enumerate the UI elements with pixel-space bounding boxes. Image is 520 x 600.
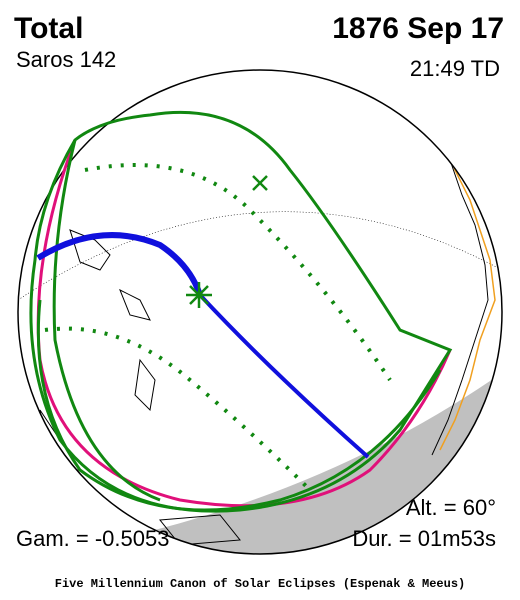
southern-limit — [44, 326, 312, 492]
eclipse-type: Total — [14, 12, 83, 45]
globe-outline — [17, 69, 503, 555]
greatest-eclipse — [186, 175, 268, 308]
central-line-thick — [36, 232, 203, 297]
gamma: Gam. = -0.5053 — [16, 526, 169, 551]
rise-set-outline — [29, 110, 453, 513]
islands — [39, 229, 241, 546]
saros: Saros 142 — [16, 47, 116, 72]
altitude: Alt. = 60° — [406, 495, 496, 520]
time: 21:49 TD — [410, 56, 500, 81]
northern-limit — [84, 163, 392, 382]
date: 1876 Sep 17 — [332, 12, 504, 45]
max-curves — [36, 139, 442, 512]
central-line — [198, 293, 370, 459]
penumbra-limit — [36, 139, 452, 508]
credit: Five Millennium Canon of Solar Eclipses … — [55, 577, 465, 591]
equator — [18, 211, 502, 301]
duration: Dur. = 01m53s — [352, 526, 496, 551]
